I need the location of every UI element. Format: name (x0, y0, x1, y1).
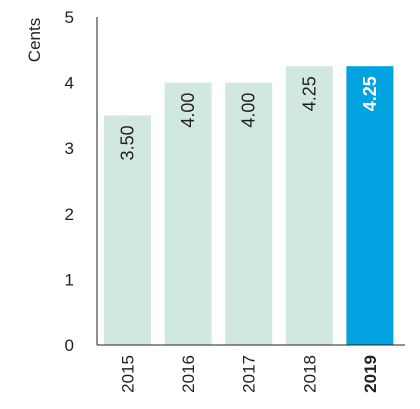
y-tick-label: 3 (65, 139, 74, 158)
bar (104, 115, 151, 346)
y-axis-ticks: 0 1 2 3 4 5 (65, 8, 74, 355)
bar (164, 82, 212, 345)
x-tick-label: 2016 (179, 355, 198, 393)
y-tick-label: 0 (65, 336, 74, 355)
bar-value-label: 4.00 (178, 93, 198, 128)
bar-value-label: 4.25 (360, 76, 380, 111)
y-tick-label: 1 (65, 270, 74, 289)
x-tick-label: 2015 (119, 355, 138, 393)
bar (225, 82, 273, 345)
y-tick-label: 2 (65, 205, 74, 224)
bar-value-label: 4.00 (239, 93, 259, 128)
y-tick-label: 5 (65, 8, 74, 27)
category-labels: 2015 2016 2017 2018 2019 (119, 355, 380, 393)
bar-labels: 3.50 4.00 4.00 4.25 4.25 (118, 76, 380, 160)
y-axis-label: Cents (25, 18, 44, 62)
x-tick-label: 2017 (240, 355, 259, 393)
y-tick-label: 4 (65, 74, 74, 93)
bar (346, 66, 394, 345)
bar-value-label: 3.50 (118, 125, 138, 160)
bar-value-label: 4.25 (299, 76, 319, 111)
bar (285, 66, 333, 345)
x-tick-label: 2018 (300, 355, 319, 393)
x-tick-label: 2019 (361, 355, 380, 393)
bars (104, 66, 394, 346)
